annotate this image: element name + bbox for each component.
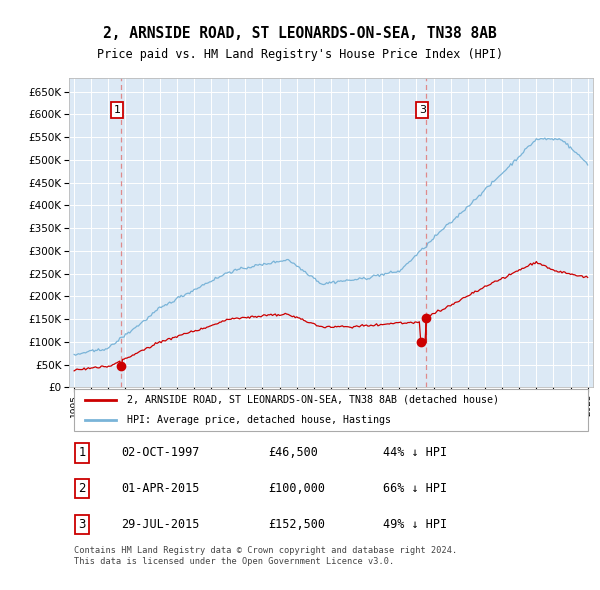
Text: £152,500: £152,500	[268, 518, 325, 531]
Text: £46,500: £46,500	[268, 446, 318, 460]
Text: Contains HM Land Registry data © Crown copyright and database right 2024.
This d: Contains HM Land Registry data © Crown c…	[74, 546, 457, 566]
Text: 3: 3	[419, 105, 425, 114]
Text: Price paid vs. HM Land Registry's House Price Index (HPI): Price paid vs. HM Land Registry's House …	[97, 48, 503, 61]
Text: 3: 3	[79, 518, 86, 531]
Text: 2, ARNSIDE ROAD, ST LEONARDS-ON-SEA, TN38 8AB (detached house): 2, ARNSIDE ROAD, ST LEONARDS-ON-SEA, TN3…	[127, 395, 499, 405]
Text: 01-APR-2015: 01-APR-2015	[121, 482, 200, 495]
Text: 2, ARNSIDE ROAD, ST LEONARDS-ON-SEA, TN38 8AB: 2, ARNSIDE ROAD, ST LEONARDS-ON-SEA, TN3…	[103, 25, 497, 41]
Text: 44% ↓ HPI: 44% ↓ HPI	[383, 446, 448, 460]
FancyBboxPatch shape	[74, 389, 587, 431]
Text: 29-JUL-2015: 29-JUL-2015	[121, 518, 200, 531]
Text: 1: 1	[79, 446, 86, 460]
Text: £100,000: £100,000	[268, 482, 325, 495]
Text: HPI: Average price, detached house, Hastings: HPI: Average price, detached house, Hast…	[127, 415, 391, 425]
Text: 49% ↓ HPI: 49% ↓ HPI	[383, 518, 448, 531]
Text: 2: 2	[79, 482, 86, 495]
Text: 66% ↓ HPI: 66% ↓ HPI	[383, 482, 448, 495]
Text: 1: 1	[113, 105, 121, 114]
Text: 02-OCT-1997: 02-OCT-1997	[121, 446, 200, 460]
